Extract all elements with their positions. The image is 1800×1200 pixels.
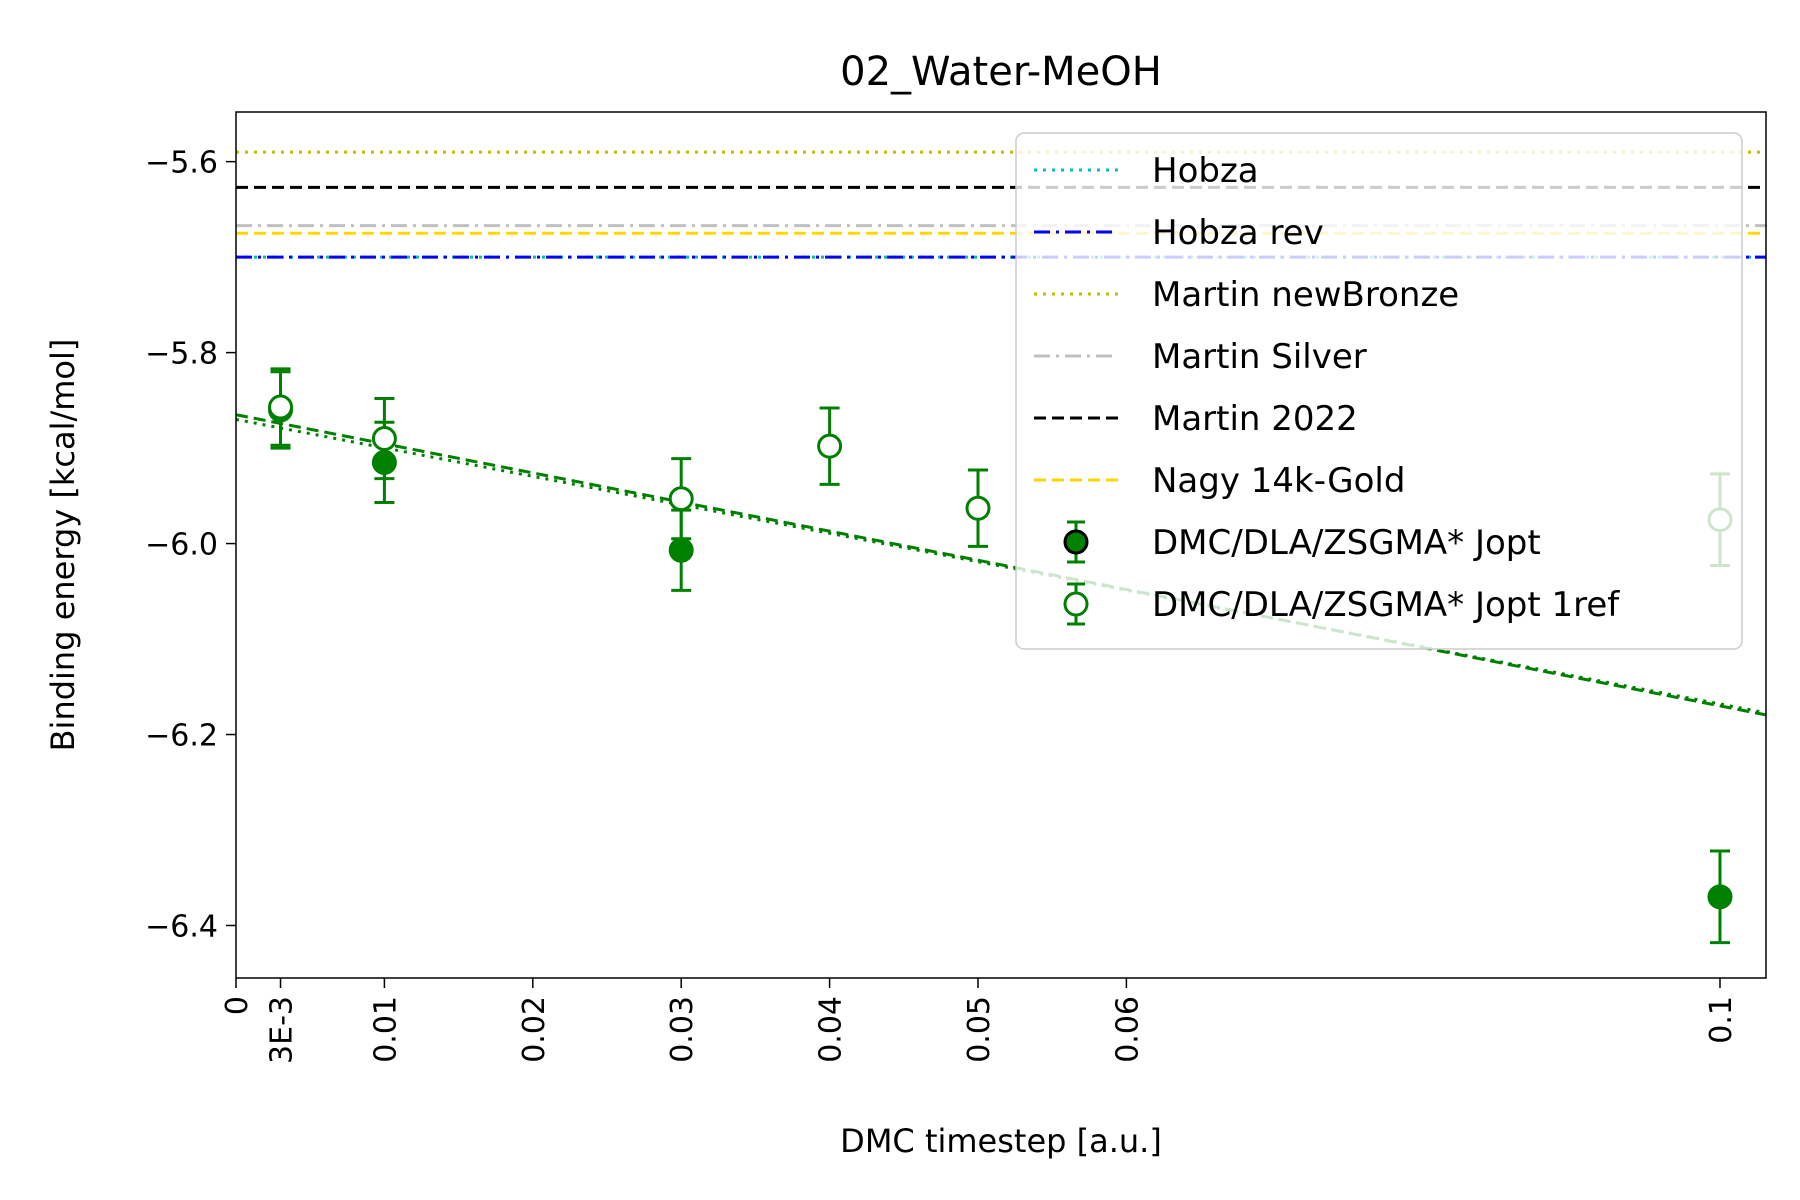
x-tick-label: 0.05	[962, 996, 997, 1063]
y-axis: −5.6 −5.8 −6.0 −6.2 −6.4	[145, 146, 236, 944]
data-point	[668, 457, 694, 541]
legend-entry: Nagy 14k-Gold	[1034, 461, 1405, 501]
legend-label: Martin 2022	[1152, 399, 1358, 439]
y-axis-label: Binding energy [kcal/mol]	[44, 339, 82, 752]
legend-label: Hobza	[1152, 151, 1259, 191]
legend-label: Martin Silver	[1152, 337, 1367, 377]
legend-label: Nagy 14k-Gold	[1152, 461, 1405, 501]
legend-marker	[1063, 591, 1089, 617]
data-point	[1707, 849, 1733, 945]
x-axis: 0 3E-3 0.01 0.02 0.03 0.04 0.05 0.06 0.1	[220, 978, 1739, 1064]
x-tick-label: 0.1	[1704, 996, 1739, 1044]
x-tick-label: 3E-3	[265, 996, 300, 1064]
x-tick-label: 0.02	[517, 996, 552, 1063]
plot-frame	[235, 111, 1767, 979]
legend-entry: Martin Silver	[1034, 337, 1367, 377]
y-tick-label: −6.0	[145, 528, 218, 563]
y-tick-label: −5.6	[145, 146, 218, 181]
chart-title: 02_Water-MeOH	[840, 49, 1162, 95]
legend-label: Martin newBronze	[1152, 275, 1459, 315]
legend-label: DMC/DLA/ZSGMA* Jopt 1ref	[1152, 585, 1620, 625]
legend: Hobza Hobza rev Martin newBronze Martin Sil…	[1015, 132, 1743, 650]
data-point	[965, 468, 991, 548]
data-point	[817, 406, 843, 486]
point-marker	[965, 495, 991, 521]
point-marker	[371, 426, 397, 452]
x-tick-label: 0	[220, 996, 255, 1015]
data-point	[371, 396, 397, 481]
point-marker	[668, 537, 694, 563]
y-tick-label: −5.8	[145, 337, 218, 372]
x-axis-label: DMC timestep [a.u.]	[840, 1122, 1162, 1160]
legend-marker	[1063, 529, 1089, 555]
legend-label: DMC/DLA/ZSGMA* Jopt	[1152, 523, 1541, 563]
point-marker	[268, 394, 294, 420]
x-tick-label: 0.04	[814, 996, 849, 1063]
x-tick-label: 0.06	[1110, 996, 1145, 1063]
point-marker	[1707, 884, 1733, 910]
x-tick-label: 0.03	[665, 996, 700, 1063]
legend-entry: Hobza rev	[1034, 213, 1324, 253]
legend-label: Hobza rev	[1152, 213, 1324, 253]
fit-line-1	[236, 417, 1766, 715]
legend-entry: DMC/DLA/ZSGMA* Jopt	[1063, 520, 1541, 564]
legend-box	[1015, 132, 1743, 650]
data-point	[268, 367, 294, 447]
y-tick-label: −6.4	[145, 909, 218, 944]
legend-entry: Martin 2022	[1034, 399, 1358, 439]
y-tick-label: −6.2	[145, 719, 218, 754]
legend-entry: DMC/DLA/ZSGMA* Jopt 1ref	[1063, 582, 1620, 626]
legend-entry: Martin newBronze	[1034, 275, 1459, 315]
x-tick-label: 0.01	[368, 996, 403, 1063]
point-marker	[668, 486, 694, 512]
legend-entry: Hobza	[1034, 151, 1259, 191]
point-marker	[817, 433, 843, 459]
